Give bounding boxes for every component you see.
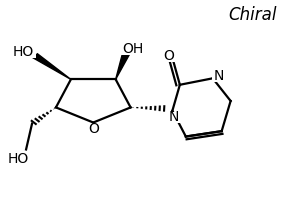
Bar bbox=[85, 124, 101, 135]
Bar bbox=[120, 44, 146, 55]
Text: HO: HO bbox=[8, 152, 29, 166]
Text: O: O bbox=[88, 122, 99, 136]
Text: OH: OH bbox=[122, 42, 144, 56]
Bar bbox=[166, 112, 182, 123]
Text: N: N bbox=[214, 69, 224, 83]
Bar bbox=[212, 71, 227, 82]
Text: O: O bbox=[164, 49, 174, 63]
Polygon shape bbox=[116, 53, 130, 79]
Text: N: N bbox=[169, 110, 179, 124]
Text: Chiral: Chiral bbox=[229, 6, 277, 24]
Bar bbox=[5, 154, 31, 165]
Polygon shape bbox=[33, 54, 71, 79]
Bar bbox=[11, 47, 36, 58]
Text: HO: HO bbox=[13, 45, 34, 59]
Bar bbox=[161, 51, 177, 62]
